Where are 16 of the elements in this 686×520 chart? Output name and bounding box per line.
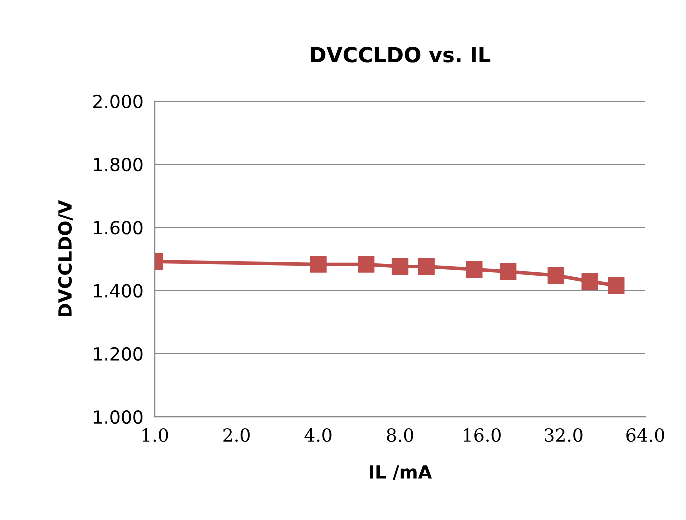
x-tick-label: 8.0: [387, 428, 414, 442]
x-tick-label: 16.0: [464, 428, 501, 442]
x-axis-title: IL /mA: [370, 466, 432, 480]
x-tick-label: 2.0: [224, 428, 250, 442]
x-tick-label: 1.0: [142, 428, 168, 442]
y-tick-label: 1.400: [94, 284, 143, 298]
x-tick-label: 32.0: [545, 428, 583, 442]
y-tick-label: 2.000: [94, 94, 143, 109]
y-axis-title: DVCCLDO/V: [58, 200, 74, 316]
y-tick-label: 1.200: [94, 347, 143, 362]
chart-title: DVCCLDO vs. IL: [311, 47, 491, 63]
x-tick-label: 64.0: [626, 428, 664, 442]
y-tick-label: 1.800: [94, 158, 143, 172]
y-tick-label: 1.600: [94, 221, 143, 235]
x-tick-label: 4.0: [304, 428, 332, 442]
y-tick-label: 1.000: [94, 410, 143, 424]
